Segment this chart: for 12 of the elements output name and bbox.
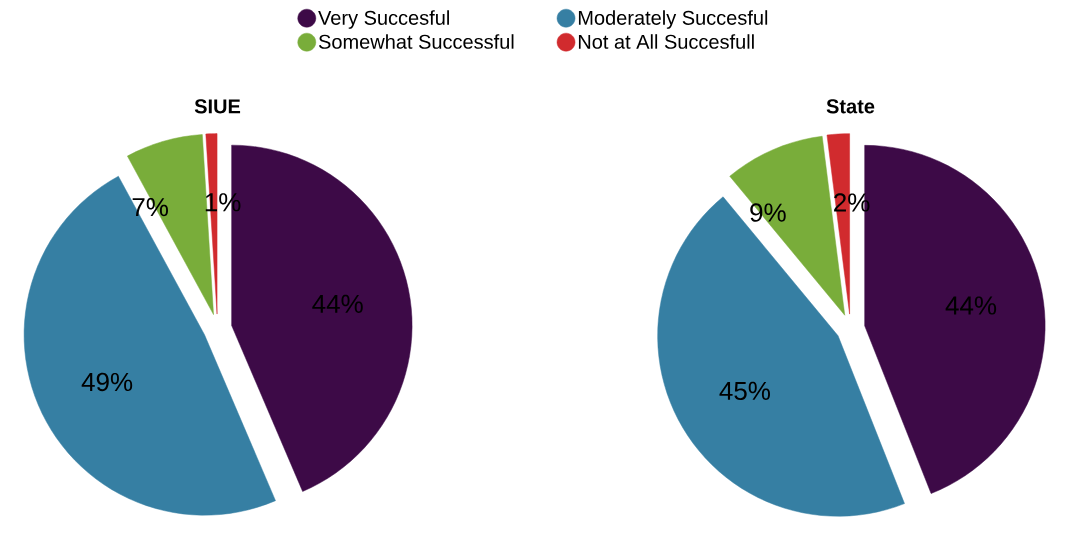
text: SIUE (194, 99, 241, 114)
data-label: 1% (205, 193, 241, 212)
data-label: 45% (719, 381, 770, 401)
data-label: 2% (834, 193, 870, 212)
data-label: 49% (81, 372, 133, 392)
legend-label: Somewhat Successful (318, 34, 514, 49)
legend-label: Not at All Succesfull (578, 34, 754, 49)
legend-label: Moderately Succesful (578, 10, 768, 29)
legend-label: Very Succesful (318, 10, 449, 29)
chart-title: State (826, 99, 875, 114)
data-label: 44% (945, 296, 997, 315)
data-label: 44% (312, 294, 363, 313)
